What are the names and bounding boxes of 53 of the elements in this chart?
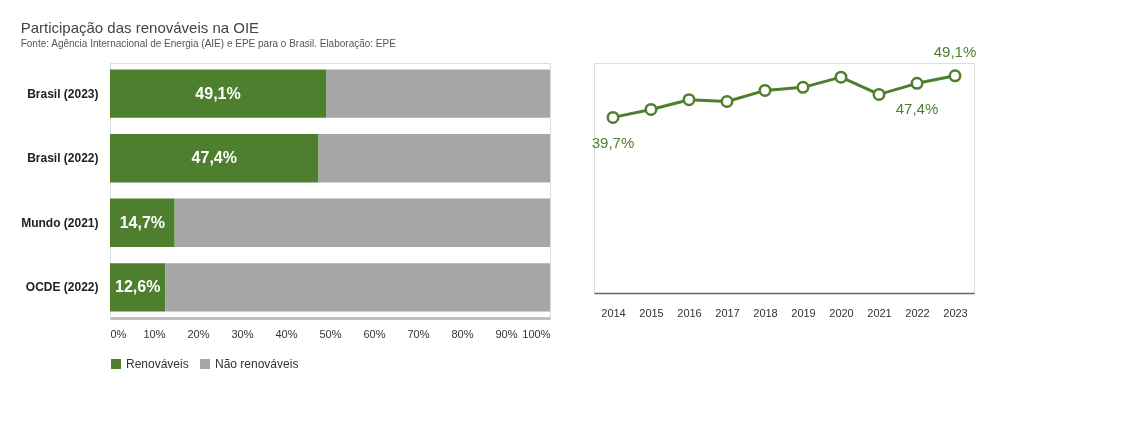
x-tick-label: 70% [407,327,430,340]
data-label: 49,1% [933,42,977,60]
data-label: 47,4% [895,100,939,118]
x-tick-label: 80% [451,327,474,340]
legend-label: Não renováveis [215,357,299,371]
x-tick-label: 2019 [791,306,816,319]
x-tick-label: 20% [187,327,210,340]
bar [165,263,550,312]
chart-title: Participação das renováveis na OIE [20,19,260,36]
data-label: 47,4% [191,149,237,167]
x-tick-label: 2023 [943,306,968,319]
bar [174,198,550,247]
data-label: 12,6% [115,278,161,296]
bar [110,69,327,118]
x-tick-label: 2017 [715,306,740,319]
x-tick-label: 0% [110,327,127,340]
data-label: 39,7% [591,134,635,152]
point [948,69,962,83]
point [720,95,734,108]
y-tick-label: Mundo (2021) [21,215,99,230]
x-tick-label: 30% [231,327,254,340]
bar [326,69,550,118]
y-tick-label: Brasil (2023) [27,86,99,101]
x-tick-label: 10% [143,327,166,340]
point [796,80,810,94]
point [872,87,886,101]
legend-label: Renováveis [126,357,189,371]
x-tick-label: 2020 [829,306,854,319]
y-tick-label: Brasil (2022) [27,151,99,166]
point [834,70,848,84]
x-tick-label: 2022 [905,306,930,319]
point [606,110,620,124]
data-label: 49,1% [195,84,241,102]
point [910,76,924,90]
point [682,93,696,107]
x-tick-label: 2016 [677,306,702,319]
bar [110,134,319,183]
x-tick-label: 60% [363,327,386,340]
point [758,83,772,97]
point [644,102,658,116]
data-label: 14,7% [119,213,166,231]
x-tick-label: 2015 [639,306,664,319]
x-tick-label: 2018 [753,306,778,319]
x-tick-label: 90% [495,327,518,340]
x-tick-label: 2014 [601,306,626,319]
x-tick-label: 40% [275,327,298,340]
bar [318,134,550,183]
x-tick-label: 2021 [867,306,892,319]
x-tick-label: 50% [319,327,342,340]
chart-subtitle: Fonte: Agência Internacional de Energia (AIE) e EPE para o Brasil. Elaboração: EPE [20,38,397,49]
x-tick-label: 100% [522,327,551,340]
y-tick-label: OCDE (2022) [25,280,99,295]
bar [110,198,175,247]
